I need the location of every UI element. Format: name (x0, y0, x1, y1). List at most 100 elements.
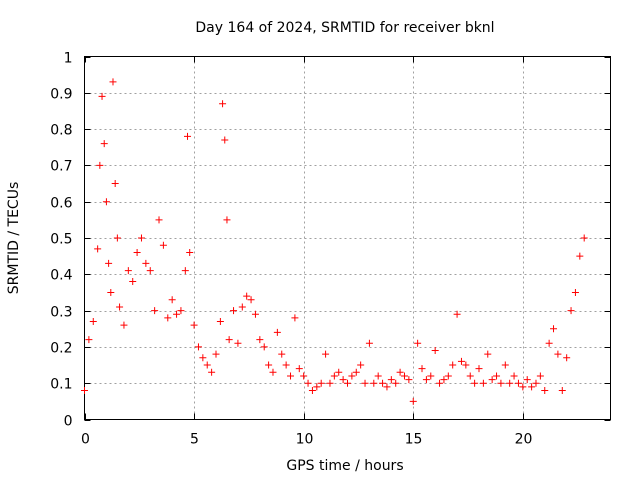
data-point (462, 361, 470, 369)
data-point (545, 339, 553, 347)
data-point (400, 372, 408, 380)
y-tick-label: 0 (64, 414, 73, 430)
data-point (265, 361, 273, 369)
data-point (352, 368, 360, 376)
data-point (109, 78, 117, 86)
y-tick-label: 0.3 (50, 305, 72, 321)
data-point (116, 303, 124, 311)
data-point (497, 379, 505, 387)
data-point (219, 100, 227, 108)
data-point (212, 350, 220, 358)
data-point (457, 357, 465, 365)
data-point (374, 372, 382, 380)
data-point (405, 376, 413, 384)
data-point (184, 132, 192, 140)
data-point (387, 376, 395, 384)
data-point (94, 245, 102, 253)
data-point (225, 336, 233, 344)
data-points (81, 78, 588, 405)
y-tick-label: 0.1 (50, 377, 72, 393)
data-point (322, 350, 330, 358)
data-point (282, 361, 290, 369)
data-point (396, 368, 404, 376)
data-point (194, 343, 202, 351)
chart-title: Day 164 of 2024, SRMTID for receiver bkn… (195, 20, 494, 36)
data-point (124, 267, 132, 275)
data-point (488, 376, 496, 384)
data-point (300, 372, 308, 380)
data-point (287, 372, 295, 380)
data-point (409, 397, 417, 405)
data-point (102, 198, 110, 206)
x-axis-label: GPS time / hours (286, 458, 403, 474)
data-point (243, 292, 251, 300)
data-point (234, 339, 242, 347)
data-point (247, 296, 255, 304)
data-point (151, 307, 159, 315)
data-point (304, 379, 312, 387)
data-point (168, 296, 176, 304)
data-point (357, 361, 365, 369)
data-point (105, 259, 113, 267)
data-point (137, 234, 145, 242)
y-tick-label: 1 (64, 51, 73, 67)
data-point (223, 216, 231, 224)
data-point (159, 241, 167, 249)
data-point (203, 361, 211, 369)
data-point (550, 325, 558, 333)
data-point (344, 379, 351, 387)
data-point (563, 354, 571, 362)
x-tick-label: 20 (515, 432, 533, 448)
data-point (431, 347, 439, 355)
data-point (436, 379, 444, 387)
data-point (129, 278, 137, 286)
data-point (177, 307, 185, 315)
data-point (427, 372, 435, 380)
data-point (528, 383, 536, 391)
data-point (576, 252, 584, 260)
data-point (554, 350, 562, 358)
data-point (96, 161, 104, 169)
x-tick-label: 5 (190, 432, 199, 448)
data-point (493, 372, 501, 380)
y-tick-label: 0.8 (50, 123, 72, 139)
data-point (383, 383, 391, 391)
data-point (361, 379, 369, 387)
data-point (155, 216, 163, 224)
data-point (85, 336, 93, 344)
data-point (418, 365, 426, 373)
data-point (567, 307, 575, 315)
data-point (269, 368, 277, 376)
x-tick-label: 15 (405, 432, 423, 448)
data-point (536, 372, 544, 380)
data-point (510, 372, 518, 380)
data-point (107, 288, 115, 296)
data-point (414, 339, 422, 347)
data-point (98, 92, 106, 100)
data-point (523, 376, 531, 384)
data-point (326, 379, 334, 387)
data-point (100, 140, 108, 148)
y-tick-label: 0.7 (50, 159, 72, 175)
data-point (541, 386, 549, 394)
y-tick-label: 0.9 (50, 87, 72, 103)
data-point (273, 328, 281, 336)
data-point (471, 379, 479, 387)
data-point (190, 321, 198, 329)
y-axis-label: SRMTID / TECUs (6, 182, 22, 295)
data-point (348, 372, 356, 380)
x-tick-label: 0 (81, 432, 90, 448)
data-point (199, 354, 207, 362)
data-point (89, 317, 97, 325)
data-point (422, 376, 430, 384)
y-tick-label: 0.4 (50, 268, 72, 284)
data-point (164, 314, 172, 322)
axis-ticks: 00.10.20.30.40.50.60.70.80.910 5 10 15 20 (50, 51, 611, 448)
data-point (278, 350, 286, 358)
data-point (453, 310, 461, 318)
data-point (251, 310, 259, 318)
data-point (173, 310, 181, 318)
data-point (133, 249, 141, 257)
data-point (181, 267, 189, 275)
